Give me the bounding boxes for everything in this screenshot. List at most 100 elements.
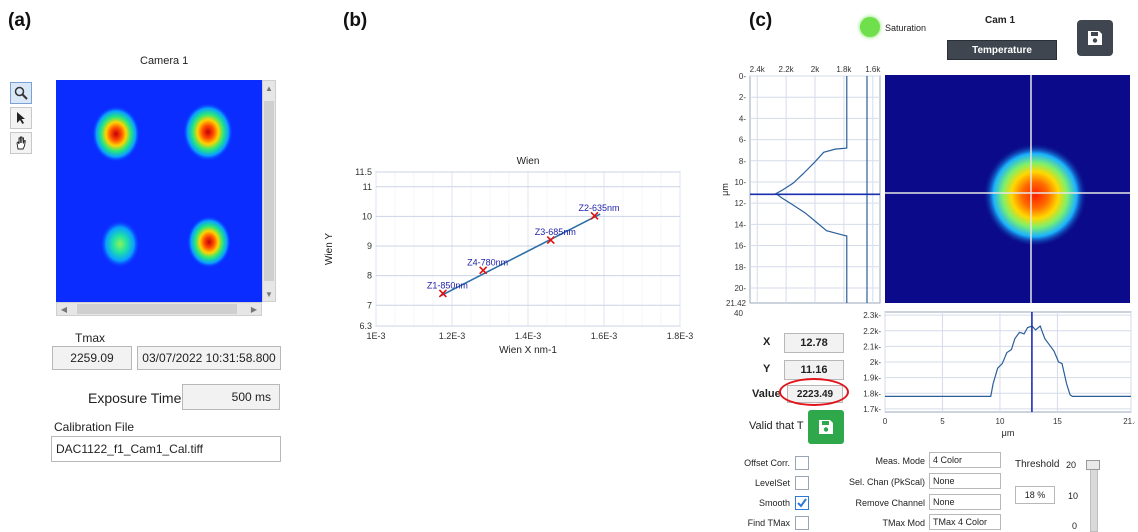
offset-label: Offset Corr. [744,458,790,468]
hprofile-y-tick: 2k- [870,358,881,367]
camera-image-main[interactable] [885,75,1130,303]
meas-mode-label: Meas. Mode [875,456,925,466]
y-tick-label: 9 [367,241,372,251]
spot-2 [183,103,233,161]
x-tick-label: 1.6E-3 [591,331,618,341]
data-point-label: Z4-780nm [467,257,508,267]
sel-chan-select[interactable]: None [929,473,1001,489]
remove-channel-select[interactable]: None [929,494,1001,510]
threshold-label: Threshold [1015,459,1060,470]
data-point-marker [479,266,488,275]
y-tick-label: 8 [367,271,372,281]
data-point-marker [438,289,447,298]
horizontal-profile-svg: 0 5 10 15 21.4 2.3k- 2.2k- 2.1k- 2k- 1.9k- 1.8k- 1.… [863,311,1138,438]
zoom-tool-button[interactable] [10,82,32,104]
calibration-file-input[interactable]: DAC1122_f1_Cam1_Cal.tiff [51,436,281,462]
tmax-mod-select[interactable]: TMax 4 Color [929,514,1001,530]
findtmax-label: Find TMax [747,518,790,528]
wien-chart-svg: 1E-3 1.2E-3 1.4E-3 1.6E-3 1.8E-3 6.3 7 8 9 10 11 11… [324,156,694,356]
tool-palette [10,82,32,154]
scroll-right-icon[interactable]: ▶ [250,304,258,314]
hand-icon [16,136,26,150]
sel-chan-label: Sel. Chan (PkScal) [848,477,925,487]
threshold-slider-track[interactable] [1090,466,1098,532]
hand-tool-button[interactable] [10,132,32,154]
vprofile-left-tick: 12- [734,199,746,208]
vprofile-left-tick: 0- [739,72,746,81]
x-value: 12.78 [784,333,844,353]
hprofile-x-tick: 5 [940,417,945,426]
x-axis-label: Wien X nm-1 [499,345,557,356]
vprofile-left-tick: 18- [734,263,746,272]
x-tick-label: 1.8E-3 [667,331,694,341]
threshold-value[interactable]: 18 % [1015,486,1055,504]
threshold-slider-handle[interactable] [1086,460,1100,470]
tmax-mod-label: TMax Mod [882,518,925,528]
y-tick-label: 11.5 [355,167,372,177]
remove-channel-label: Remove Channel [855,498,925,508]
value-label: Value [752,388,781,400]
tmax-label: Tmax [75,331,105,345]
vprofile-top-tick: 2k [811,65,820,74]
y-tick-label: 7 [367,300,372,310]
save-button-top[interactable] [1077,20,1113,56]
hscrollbar-thumb[interactable] [77,304,237,314]
threshold-tick-0: 0 [1072,521,1078,531]
spot-1 [92,106,140,162]
valid-save-button[interactable] [808,410,844,444]
highlight-circle [779,378,849,406]
exposure-label: Exposure Time [88,390,182,406]
vprofile-left-tick: 6- [739,136,746,145]
y-tick-label: 10 [362,211,372,221]
saturation-label: Saturation [885,23,927,33]
wien-chart: 1E-3 1.2E-3 1.4E-3 1.6E-3 1.8E-3 6.3 7 8 9 10 11 11… [318,140,708,380]
smooth-label: Smooth [758,498,790,508]
scroll-up-icon[interactable]: ▲ [265,83,273,93]
hprofile-x-tick: 10 [996,417,1005,426]
temperature-button[interactable]: Temperature [947,40,1057,60]
vertical-profile-plot: 2.4k 2.2k 2k 1.8k 1.6k 0- 2- 4- 6- 8- 10- 12- 14- 16-… [718,58,883,318]
vprofile-top-tick: 1.8k [836,65,852,74]
smooth-checkbox[interactable] [795,496,809,510]
horizontal-scrollbar[interactable]: ◀ ▶ [56,302,262,316]
threshold-tick-20: 20 [1066,460,1077,470]
levelset-label: LevelSet [754,478,790,488]
findtmax-checkbox[interactable] [795,516,809,530]
scroll-down-icon[interactable]: ▼ [265,289,273,299]
spot-4 [187,216,231,268]
panel-c-label: (c) [749,10,773,31]
x-tick-label: 1E-3 [366,331,385,341]
timestamp-value: 03/07/2022 10:31:58.800 [137,346,281,370]
checkmark-icon [797,498,807,508]
hprofile-x-tick: 0 [883,417,888,426]
hprofile-y-tick: 1.9k- [863,374,881,383]
cam-title: Cam 1 [985,15,1016,26]
offset-checkbox[interactable] [795,456,809,470]
hprofile-y-tick: 1.8k- [863,389,881,398]
data-point-label: Z3-685nm [535,227,576,237]
hprofile-x-tick: 15 [1053,417,1062,426]
vprofile-left-tick: 21.42 [726,299,747,308]
scroll-left-icon[interactable]: ◀ [60,304,68,314]
vprofile-left-tick: 20- [734,284,746,293]
exposure-input[interactable]: 500 ms [182,384,280,410]
tmax-value: 2259.09 [52,346,132,370]
camera-image[interactable] [56,80,262,302]
levelset-checkbox[interactable] [795,476,809,490]
vertical-scrollbar[interactable]: ▲ ▼ [262,80,276,302]
calibration-label: Calibration File [54,420,135,434]
vprofile-left-tick: 4- [739,114,746,123]
meas-mode-select[interactable]: 4 Color [929,452,1001,468]
save-icon [1088,31,1102,45]
y-label: Y [763,363,771,375]
hprofile-y-tick: 2.1k- [863,342,881,351]
x-tick-label: 1.2E-3 [439,331,466,341]
pointer-tool-button[interactable] [10,107,32,129]
pointer-icon [17,112,25,124]
vprofile-axis-label: μm [720,183,730,196]
y-tick-label: 11 [363,182,372,192]
vprofile-extra-tick: 40 [734,309,743,318]
main-heatmap-svg [885,75,1130,303]
panel-a-label: (a) [8,10,32,31]
scrollbar-thumb[interactable] [264,101,274,281]
